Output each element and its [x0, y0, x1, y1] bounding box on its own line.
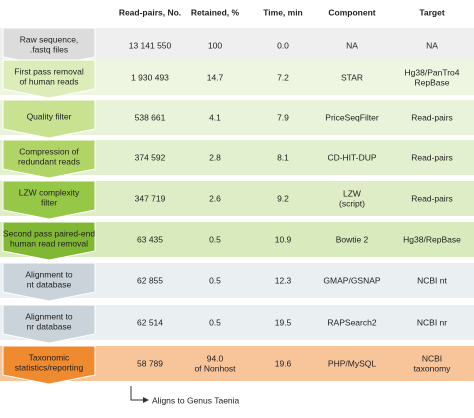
step-label: nt database: [27, 279, 72, 289]
step-label: Alignment to: [25, 269, 73, 279]
column-header: Retained, %: [191, 7, 240, 17]
time-cell: 10.9: [275, 234, 292, 244]
read-pairs-cell: 1 930 493: [131, 72, 169, 82]
target-cell: NCBI nt: [417, 275, 447, 285]
footnote-arrow: [130, 386, 143, 401]
step-box: [2, 262, 96, 302]
read-pairs-cell: 347 719: [135, 193, 166, 203]
step-label: of human reads: [19, 76, 78, 86]
time-cell: 19.6: [275, 358, 292, 368]
component-cell: GMAP/GSNAP: [323, 275, 380, 285]
read-pairs-cell: 374 592: [135, 152, 166, 162]
time-cell: 7.2: [277, 72, 289, 82]
column-header: Component: [328, 7, 375, 17]
step-label: Compression of: [19, 146, 79, 156]
retained-cell: 94.0: [207, 353, 224, 363]
read-pairs-cell: 62 855: [137, 275, 163, 285]
target-cell: NCBI: [422, 353, 442, 363]
footnote-arrowhead: [143, 397, 149, 403]
target-cell: Hg38/RepBase: [403, 234, 461, 244]
component-cell: CD-HIT-DUP: [327, 152, 376, 162]
component-cell: PHP/MySQL: [328, 358, 376, 368]
column-header: Target: [419, 7, 445, 17]
component-cell: STAR: [341, 72, 363, 82]
component-cell: NA: [346, 40, 358, 50]
step-label: LZW complexity: [19, 187, 80, 197]
read-pairs-cell: 13 141 550: [129, 40, 172, 50]
step-label: filter: [41, 197, 57, 207]
step-box: [2, 345, 96, 385]
target-cell: Hg38/PanTro4: [405, 67, 460, 77]
retained-cell: 100: [208, 40, 222, 50]
step-label: Second pass paired-end: [3, 228, 95, 238]
component-cell: RAPSearch2: [327, 317, 376, 327]
step-box: [2, 139, 96, 179]
step-box: [2, 59, 96, 99]
component-cell: Bowtie 2: [336, 234, 369, 244]
step-box: [2, 180, 96, 220]
step-label: nr database: [27, 321, 72, 331]
column-header: Time, min: [263, 7, 303, 17]
retained-cell: 14.7: [207, 72, 224, 82]
step-box: [2, 99, 96, 139]
step-label: Quality filter: [27, 111, 72, 121]
footnote: Aligns to Genus Taenia: [152, 395, 240, 405]
target-cell: NA: [426, 40, 438, 50]
step-label: Taxonomic: [29, 352, 70, 362]
retained-cell: 2.6: [209, 193, 221, 203]
retained-cell: 0.5: [209, 317, 221, 327]
step-label: redundant reads: [18, 156, 80, 166]
retained-cell: 4.1: [209, 112, 221, 122]
component-cell: (script): [339, 198, 365, 208]
step-label: First pass removal: [14, 66, 84, 76]
read-pairs-cell: 58 789: [137, 358, 163, 368]
step-box: [2, 304, 96, 344]
target-cell: Read-pairs: [411, 112, 453, 122]
retained-cell: 0.5: [209, 234, 221, 244]
time-cell: 19.5: [275, 317, 292, 327]
step-label: statistics/reporting: [15, 362, 84, 372]
target-cell: Read-pairs: [411, 193, 453, 203]
target-cell: Read-pairs: [411, 152, 453, 162]
target-cell: taxonomy: [414, 363, 452, 373]
read-pairs-cell: 538 661: [135, 112, 166, 122]
step-label: Raw sequence,: [20, 34, 79, 44]
read-pairs-cell: 62 514: [137, 317, 163, 327]
time-cell: 8.1: [277, 152, 289, 162]
component-cell: PriceSeqFilter: [325, 112, 379, 122]
column-header: Read-pairs, No.: [119, 7, 181, 17]
time-cell: 7.9: [277, 112, 289, 122]
retained-cell: 0.5: [209, 275, 221, 285]
time-cell: 9.2: [277, 193, 289, 203]
time-cell: 0.0: [277, 40, 289, 50]
target-cell: RepBase: [415, 77, 450, 87]
time-cell: 12.3: [275, 275, 292, 285]
step-label: .fastq files: [30, 44, 68, 54]
target-cell: NCBI nr: [417, 317, 447, 327]
component-cell: LZW: [343, 188, 361, 198]
read-pairs-cell: 63 435: [137, 234, 163, 244]
step-label: Alignment to: [25, 311, 73, 321]
step-box: [2, 221, 96, 261]
retained-cell: of Nonhost: [194, 363, 236, 373]
step-label: human read removal: [10, 238, 88, 248]
retained-cell: 2.8: [209, 152, 221, 162]
